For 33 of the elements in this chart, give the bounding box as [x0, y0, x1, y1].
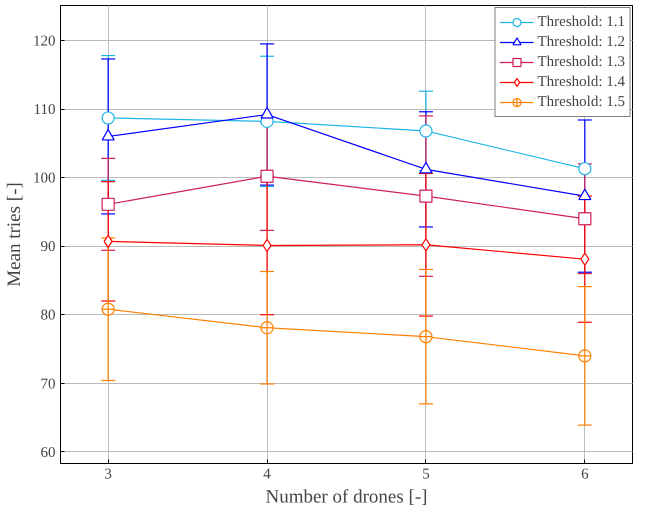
legend-label: Threshold: 1.2 — [538, 34, 625, 50]
y-tick-label: 110 — [34, 102, 56, 118]
point — [260, 321, 274, 334]
point — [578, 349, 592, 362]
y-tick-label: 90 — [40, 239, 56, 256]
y-tick-label: 60 — [40, 444, 56, 461]
point — [421, 238, 431, 252]
y-tick-label: 120 — [33, 33, 56, 50]
point — [419, 124, 433, 138]
point — [102, 198, 115, 211]
legend-label: Threshold: 1.1 — [538, 14, 625, 30]
y-tick-label: 80 — [40, 308, 56, 324]
y-axis-title: Mean tries [-] — [4, 182, 25, 287]
x-tick-label: 6 — [581, 466, 590, 482]
point — [419, 330, 433, 344]
legend-label: Threshold: 1.3 — [538, 54, 625, 70]
x-tick-label: 5 — [422, 466, 430, 482]
point — [262, 238, 272, 252]
legend-label: Threshold: 1.4 — [538, 74, 625, 90]
point — [578, 212, 592, 226]
legend-label: Threshold: 1.5 — [538, 94, 625, 110]
point — [260, 170, 274, 183]
point — [419, 190, 433, 203]
x-tick-label: 3 — [104, 466, 112, 482]
point — [104, 234, 113, 248]
point — [102, 302, 115, 316]
x-tick-label: 4 — [263, 466, 272, 482]
y-tick-label: 70 — [40, 376, 56, 392]
point — [102, 111, 115, 125]
y-tick-label: 100 — [33, 170, 56, 187]
point — [580, 252, 590, 266]
x-axis-title: Number of drones [-] — [266, 486, 428, 508]
point — [578, 162, 592, 176]
